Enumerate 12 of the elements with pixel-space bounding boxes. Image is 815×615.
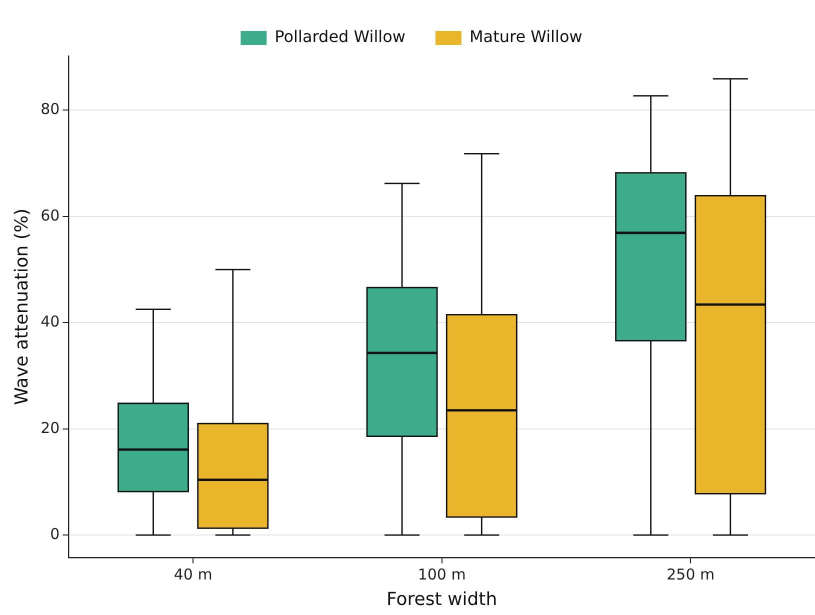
y-tick-label: 60 <box>40 206 60 224</box>
y-tick-label: 0 <box>50 524 60 543</box>
legend-label: Mature Willow <box>469 27 582 46</box>
y-axis-title: Wave attenuation (%) <box>11 208 32 405</box>
y-tick-label: 40 <box>40 312 60 331</box>
legend-label: Pollarded Willow <box>274 27 406 46</box>
x-tick-label: 100 m <box>418 565 466 584</box>
x-tick-label: 40 m <box>174 565 212 584</box>
x-tick-label: 250 m <box>666 565 715 584</box>
y-tick-label: 20 <box>40 418 60 437</box>
x-axis-title: Forest width <box>386 588 498 610</box>
y-tick-label: 80 <box>40 100 60 118</box>
